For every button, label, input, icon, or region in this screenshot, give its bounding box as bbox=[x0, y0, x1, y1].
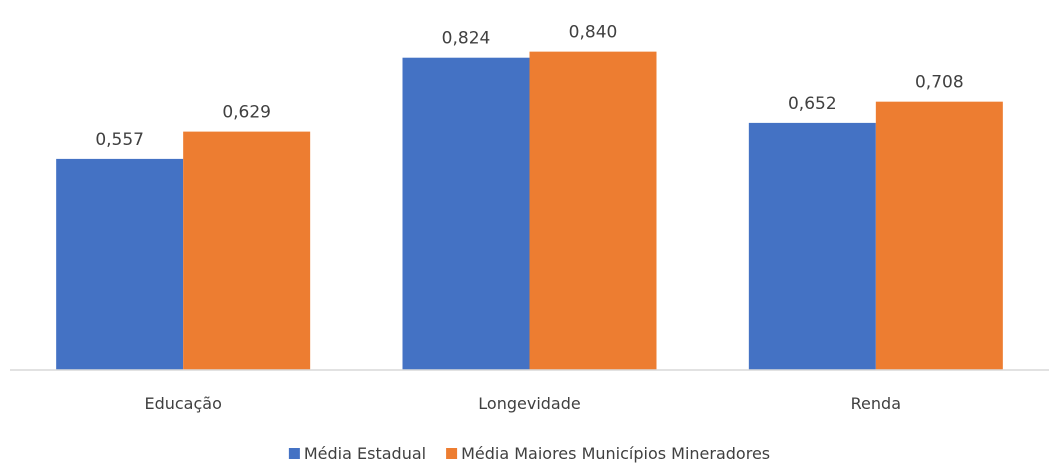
bar-media-maiores-municipios-0 bbox=[183, 131, 311, 370]
bar-media-estadual-2 bbox=[748, 122, 876, 370]
legend-swatch bbox=[288, 448, 300, 459]
category-label: Longevidade bbox=[478, 394, 580, 413]
legend-label: Média Maiores Municípios Mineradores bbox=[461, 444, 770, 463]
bar-media-estadual-1 bbox=[402, 57, 530, 370]
data-label: 0,652 bbox=[788, 94, 837, 114]
bars-layer bbox=[56, 51, 1003, 370]
data-label: 0,629 bbox=[222, 103, 271, 123]
data-label: 0,824 bbox=[442, 29, 491, 49]
data-label: 0,708 bbox=[915, 73, 964, 93]
legend-label: Média Estadual bbox=[304, 444, 426, 463]
legend-swatch bbox=[446, 448, 458, 459]
category-label: Renda bbox=[851, 394, 901, 413]
category-label: Educação bbox=[144, 394, 221, 413]
data-label: 0,557 bbox=[95, 130, 144, 150]
data-label: 0,840 bbox=[569, 23, 618, 43]
bar-media-maiores-municipios-2 bbox=[875, 101, 1003, 370]
bar-media-maiores-municipios-1 bbox=[529, 51, 657, 370]
bar-media-estadual-0 bbox=[56, 158, 184, 370]
data-labels-layer: 0,557 0,629 0,824 0,840 0,652 0,708 bbox=[95, 23, 963, 150]
legend: Média Estadual Média Maiores Municípios M… bbox=[288, 444, 770, 463]
category-labels-layer: Educação Longevidade Renda bbox=[144, 394, 901, 413]
